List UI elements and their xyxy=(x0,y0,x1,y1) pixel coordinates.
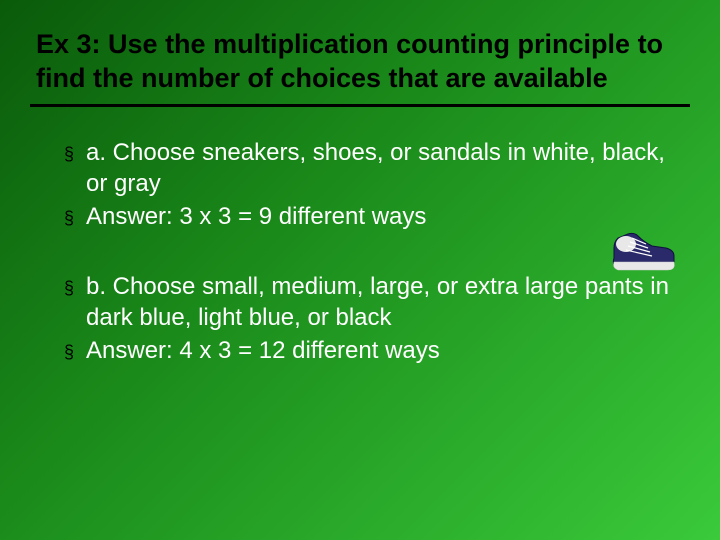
bullet-item: § Answer: 4 x 3 = 12 different ways xyxy=(64,335,684,369)
bullet-item: § b. Choose small, medium, large, or ext… xyxy=(64,271,684,333)
bullet-glyph: § xyxy=(64,335,86,369)
bullet-text: Answer: 3 x 3 = 9 different ways xyxy=(86,201,684,232)
bullet-text: a. Choose sneakers, shoes, or sandals in… xyxy=(86,137,684,199)
group-gap xyxy=(64,237,684,271)
slide-content: § a. Choose sneakers, shoes, or sandals … xyxy=(36,137,684,370)
slide-container: Ex 3: Use the multiplication counting pr… xyxy=(0,0,720,540)
sneaker-icon xyxy=(608,228,678,274)
bullet-item: § a. Choose sneakers, shoes, or sandals … xyxy=(64,137,684,199)
bullet-glyph: § xyxy=(64,271,86,305)
bullet-text: Answer: 4 x 3 = 12 different ways xyxy=(86,335,684,366)
bullet-text: b. Choose small, medium, large, or extra… xyxy=(86,271,684,333)
bullet-glyph: § xyxy=(64,137,86,171)
bullet-item: § Answer: 3 x 3 = 9 different ways xyxy=(64,201,684,235)
title-underline xyxy=(30,104,690,107)
bullet-glyph: § xyxy=(64,201,86,235)
slide-title: Ex 3: Use the multiplication counting pr… xyxy=(36,28,684,96)
